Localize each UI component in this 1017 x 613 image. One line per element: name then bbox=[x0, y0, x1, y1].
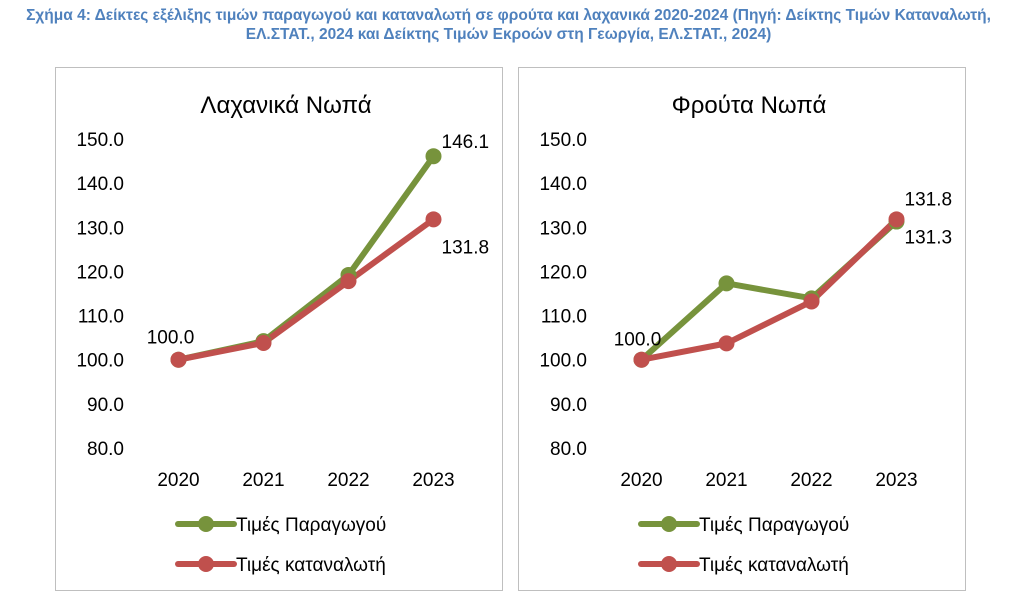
y-tick-label: 140.0 bbox=[539, 174, 587, 195]
data-label: 131.3 bbox=[905, 228, 953, 249]
data-label: 146.1 bbox=[442, 132, 490, 153]
data-point-consumer bbox=[170, 351, 187, 368]
y-tick-label: 140.0 bbox=[76, 174, 124, 195]
chart-vegetables: Λαχανικά Νωπά 80.0 90.0 100.0 110.0 120.0 130.… bbox=[55, 67, 503, 591]
legend-label: Τιμές Παραγωγού bbox=[236, 515, 386, 536]
chart-fruits: Φρούτα Νωπά 80.0 90.0 100.0 110.0 120.0 130.0 1… bbox=[518, 67, 966, 591]
legend-marker bbox=[661, 556, 677, 572]
chart-title: Φρούτα Νωπά bbox=[672, 92, 827, 119]
chart-title: Λαχανικά Νωπά bbox=[200, 92, 371, 119]
y-tick-label: 120.0 bbox=[76, 262, 124, 283]
y-tick-label: 100.0 bbox=[76, 351, 124, 372]
legend-label: Τιμές Παραγωγού bbox=[699, 515, 849, 536]
figure-caption: Σχήμα 4: Δείκτες εξέλιξης τιμών παραγωγο… bbox=[26, 7, 991, 43]
x-tick-label: 2021 bbox=[242, 470, 284, 491]
data-label: 131.8 bbox=[442, 237, 490, 258]
data-point-producer bbox=[718, 275, 735, 292]
x-tick-label: 2023 bbox=[412, 470, 454, 491]
y-tick-label: 80.0 bbox=[87, 439, 124, 460]
series-line-producer bbox=[638, 218, 900, 363]
data-label: 100.0 bbox=[614, 330, 662, 351]
data-point-consumer bbox=[803, 293, 820, 310]
data-point-consumer bbox=[255, 334, 272, 351]
data-point-consumer bbox=[633, 351, 650, 368]
chart-vegetables-svg: Λαχανικά Νωπά 80.0 90.0 100.0 110.0 120.0 130.… bbox=[76, 92, 490, 576]
series-line-consumer bbox=[638, 216, 900, 363]
data-point-consumer bbox=[888, 211, 905, 228]
series-line-consumer bbox=[175, 216, 437, 363]
y-tick-label: 90.0 bbox=[550, 395, 587, 416]
x-tick-label: 2022 bbox=[790, 470, 832, 491]
x-tick-label: 2021 bbox=[705, 470, 747, 491]
data-label: 131.8 bbox=[905, 189, 953, 210]
series-line-producer bbox=[175, 153, 437, 363]
chart-fruits-svg: Φρούτα Νωπά 80.0 90.0 100.0 110.0 120.0 130.0 1… bbox=[539, 92, 953, 576]
y-tick-label: 100.0 bbox=[539, 351, 587, 372]
y-tick-label: 130.0 bbox=[539, 218, 587, 239]
data-point-producer bbox=[425, 148, 442, 165]
data-point-consumer bbox=[718, 335, 735, 352]
y-tick-label: 110.0 bbox=[78, 307, 124, 328]
data-point-consumer bbox=[340, 273, 357, 290]
y-tick-label: 130.0 bbox=[76, 218, 124, 239]
x-tick-label: 2020 bbox=[157, 470, 199, 491]
data-label: 100.0 bbox=[147, 328, 195, 349]
y-tick-label: 120.0 bbox=[539, 262, 587, 283]
y-tick-label: 80.0 bbox=[550, 439, 587, 460]
legend-label: Τιμές καταναλωτή bbox=[236, 555, 386, 576]
y-tick-label: 150.0 bbox=[539, 130, 587, 151]
x-tick-label: 2020 bbox=[620, 470, 662, 491]
legend-marker bbox=[198, 516, 214, 532]
y-tick-label: 110.0 bbox=[541, 307, 587, 328]
y-tick-label: 90.0 bbox=[87, 395, 124, 416]
data-point-consumer bbox=[425, 211, 442, 228]
x-tick-label: 2022 bbox=[327, 470, 369, 491]
legend-marker bbox=[198, 556, 214, 572]
x-tick-label: 2023 bbox=[875, 470, 917, 491]
legend-marker bbox=[661, 516, 677, 532]
legend-label: Τιμές καταναλωτή bbox=[699, 555, 849, 576]
y-tick-label: 150.0 bbox=[76, 130, 124, 151]
